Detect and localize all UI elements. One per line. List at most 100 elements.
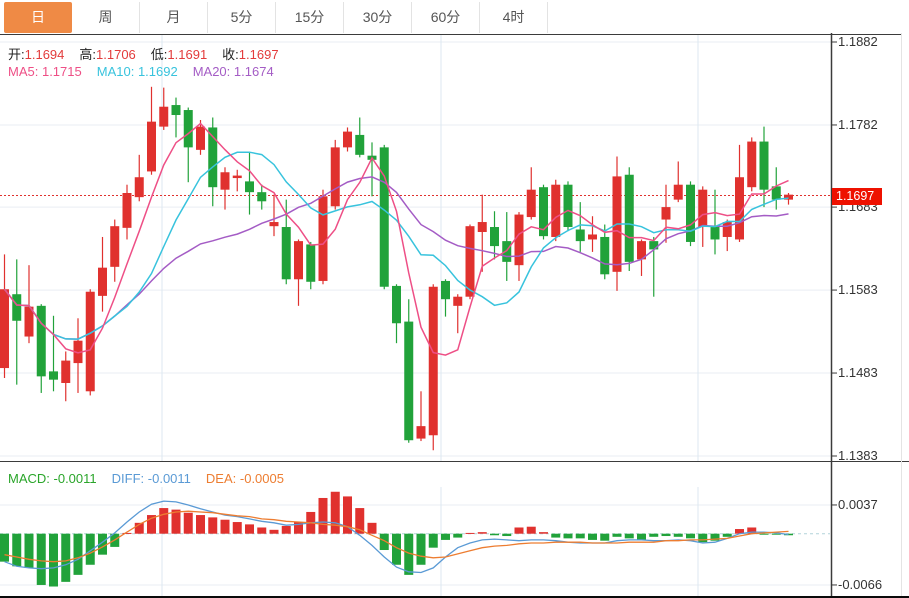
macd-bar: [477, 532, 487, 534]
candle: [735, 177, 744, 240]
macd-bar: [551, 533, 561, 538]
macd-bar: [453, 533, 463, 538]
candle: [208, 127, 218, 188]
tab-60分[interactable]: 60分: [412, 2, 480, 33]
macd-bar: [12, 533, 22, 567]
ma5-label: MA5:: [8, 64, 39, 79]
candle: [147, 121, 156, 172]
diff-value: -0.0011: [147, 471, 191, 486]
candle: [649, 241, 659, 250]
candle: [110, 226, 120, 267]
macd-bar: [61, 533, 71, 582]
macd-bar: [416, 533, 426, 565]
tab-30分[interactable]: 30分: [344, 2, 412, 33]
candle: [771, 186, 781, 200]
candle: [330, 147, 340, 207]
candle: [624, 174, 634, 262]
macd-bar: [318, 497, 328, 534]
candle: [600, 236, 610, 275]
tab-周[interactable]: 周: [72, 2, 140, 33]
tab-5分[interactable]: 5分: [208, 2, 276, 33]
ma20-label: MA20:: [192, 64, 231, 79]
diff-item: DIFF: -0.0011: [112, 471, 191, 486]
macd-bar: [257, 527, 267, 534]
candle: [171, 105, 181, 116]
candle: [710, 226, 720, 240]
tab-日[interactable]: 日: [4, 2, 72, 33]
close-value: 1.1697: [238, 47, 279, 62]
macd-bar: [355, 508, 365, 534]
tab-15分[interactable]: 15分: [276, 2, 344, 33]
dea-line: [4, 510, 789, 563]
candle: [673, 184, 683, 200]
high-value: 1.1706: [96, 47, 136, 62]
ma10-item: MA10: 1.1692: [97, 64, 178, 79]
candle: [98, 267, 107, 296]
candle: [183, 110, 193, 148]
ma5-item: MA5: 1.1715: [8, 64, 82, 79]
high-label: 高:: [79, 47, 97, 62]
macd-bar: [220, 519, 230, 534]
ma5-line: [3, 122, 789, 356]
macd-bar: [771, 533, 781, 535]
ma5-value: 1.1715: [41, 64, 82, 79]
dea-label: DEA:: [205, 471, 237, 486]
macd-bar: [269, 529, 279, 534]
dea-item: DEA: -0.0005: [206, 471, 284, 486]
macd-label: MACD:: [8, 471, 50, 486]
macd-bar: [404, 533, 414, 575]
high-item: 高:1.1706: [79, 47, 135, 62]
macd-bar: [208, 517, 218, 534]
candle: [575, 229, 585, 242]
candle: [36, 305, 46, 377]
candle: [159, 106, 169, 127]
candle: [61, 360, 71, 383]
ma10-label: MA10:: [96, 64, 135, 79]
candle: [588, 234, 597, 240]
candle: [306, 244, 316, 282]
tab-月[interactable]: 月: [140, 2, 208, 33]
candle: [404, 321, 414, 441]
diff-label: DIFF:: [111, 471, 145, 486]
candle: [12, 294, 22, 321]
macd-bar: [196, 515, 205, 534]
macd-bar: [36, 533, 46, 585]
ma10-value: 1.1692: [137, 64, 178, 79]
candle: [416, 426, 426, 439]
close-label: 收:: [222, 47, 239, 62]
macd-bar: [0, 533, 9, 562]
ohlc-legend: 开:1.1694 高:1.1706 低:1.1691 收:1.1697: [8, 44, 294, 63]
macd-bar: [171, 509, 181, 534]
macd-bar: [367, 522, 377, 534]
macd-bar: [159, 508, 169, 534]
macd-bar: [294, 522, 303, 534]
macd-bar: [245, 524, 254, 534]
macd-bar: [147, 515, 156, 534]
candle: [73, 340, 83, 364]
open-label: 开:: [8, 47, 25, 62]
candle: [453, 296, 463, 306]
macd-bar: [502, 533, 512, 537]
candle: [24, 306, 34, 337]
macd-bar: [330, 491, 340, 534]
close-item: 收:1.1697: [222, 47, 278, 62]
tab-4时[interactable]: 4时: [480, 2, 548, 33]
macd-bar: [465, 532, 475, 534]
macd-bar: [612, 533, 622, 537]
candle: [759, 141, 769, 190]
candle: [281, 227, 291, 280]
macd-bar: [98, 533, 107, 555]
macd-bar: [73, 533, 83, 575]
macd-bar: [183, 512, 193, 534]
candle: [477, 222, 487, 232]
candle: [220, 172, 230, 190]
macd-bar: [343, 496, 352, 534]
candle: [196, 126, 205, 150]
candle: [392, 285, 401, 324]
macd-bar: [392, 533, 401, 565]
candle: [539, 187, 548, 237]
ma20-item: MA20: 1.1674: [193, 64, 274, 79]
macd-bar: [698, 533, 708, 543]
macd-bar: [539, 532, 548, 534]
macd-bar: [122, 532, 132, 534]
